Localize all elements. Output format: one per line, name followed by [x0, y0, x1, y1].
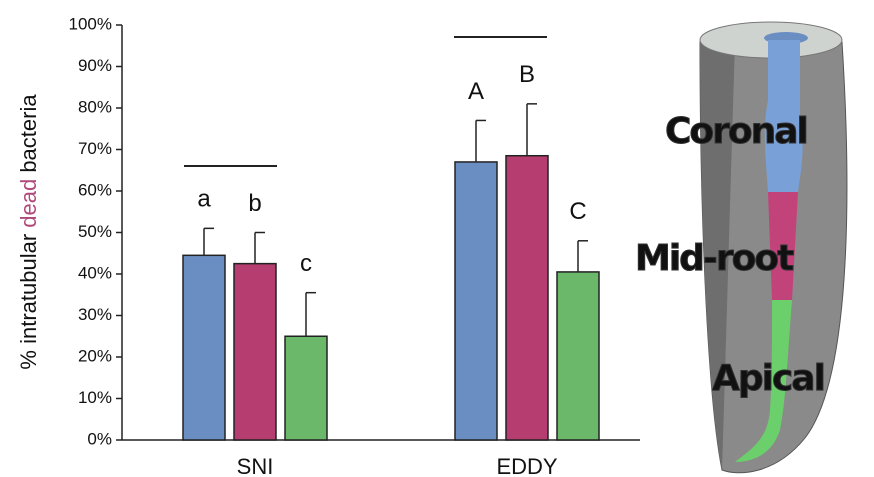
x-tick-label: EDDY — [496, 454, 557, 477]
legend-label: Apical — [712, 358, 824, 399]
y-tick-label: 40% — [78, 263, 112, 282]
y-tick-label: 30% — [78, 305, 112, 324]
significance-letter: b — [248, 190, 261, 217]
y-tick-label: 0% — [87, 429, 112, 448]
bar — [182, 254, 226, 441]
significance-letter: A — [468, 78, 484, 105]
significance-letter: C — [569, 198, 586, 225]
y-axis-label: % intratubular dead bacteria — [16, 94, 41, 370]
y-tick-label: 70% — [78, 139, 112, 158]
significance-letter: c — [300, 250, 312, 277]
y-label-highlight: dead — [16, 179, 41, 228]
y-tick-label: 60% — [78, 180, 112, 199]
y-tick-label: 80% — [78, 97, 112, 116]
y-tick-label: 10% — [78, 388, 112, 407]
bar — [233, 262, 277, 441]
bar — [505, 154, 549, 441]
y-label-part: % intratubular — [16, 228, 41, 370]
y-tick-label: 100% — [69, 14, 112, 33]
legend-label: Mid-root — [635, 238, 794, 279]
y-tick-label: 50% — [78, 222, 112, 241]
bar — [454, 161, 498, 441]
y-tick-label: 20% — [78, 346, 112, 365]
legend-label: Coronal — [665, 111, 807, 152]
x-tick-label: SNI — [237, 454, 274, 477]
bar — [556, 271, 600, 441]
significance-letter: a — [197, 186, 211, 213]
bar — [284, 335, 328, 441]
y-tick-label: 90% — [78, 56, 112, 75]
y-label-part: bacteria — [16, 94, 41, 179]
significance-letter: B — [519, 61, 535, 88]
tooth-diagram — [699, 21, 848, 474]
